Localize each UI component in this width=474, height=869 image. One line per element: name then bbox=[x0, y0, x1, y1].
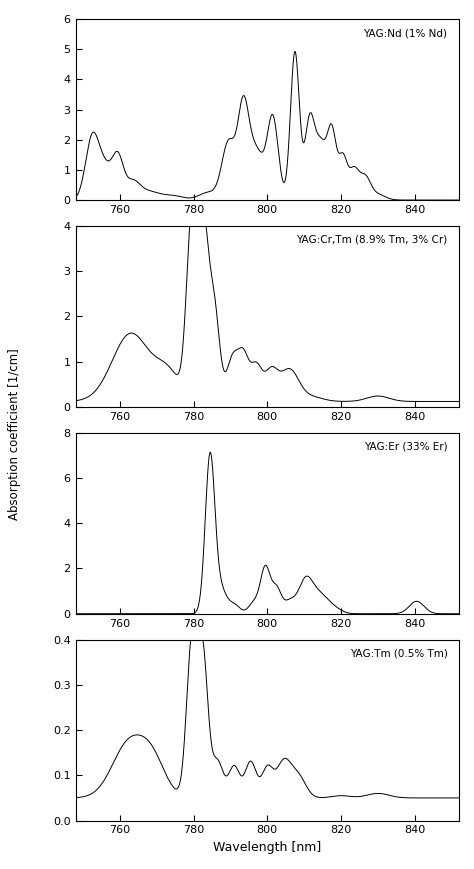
Text: YAG:Nd (1% Nd): YAG:Nd (1% Nd) bbox=[364, 28, 447, 38]
Text: YAG:Er (33% Er): YAG:Er (33% Er) bbox=[364, 441, 447, 452]
X-axis label: Wavelength [nm]: Wavelength [nm] bbox=[213, 841, 321, 854]
Text: YAG:Cr,Tm (8.9% Tm, 3% Cr): YAG:Cr,Tm (8.9% Tm, 3% Cr) bbox=[296, 235, 447, 245]
Text: YAG:Tm (0.5% Tm): YAG:Tm (0.5% Tm) bbox=[350, 648, 447, 659]
Text: Absorption coefficient [1/cm]: Absorption coefficient [1/cm] bbox=[8, 348, 21, 521]
